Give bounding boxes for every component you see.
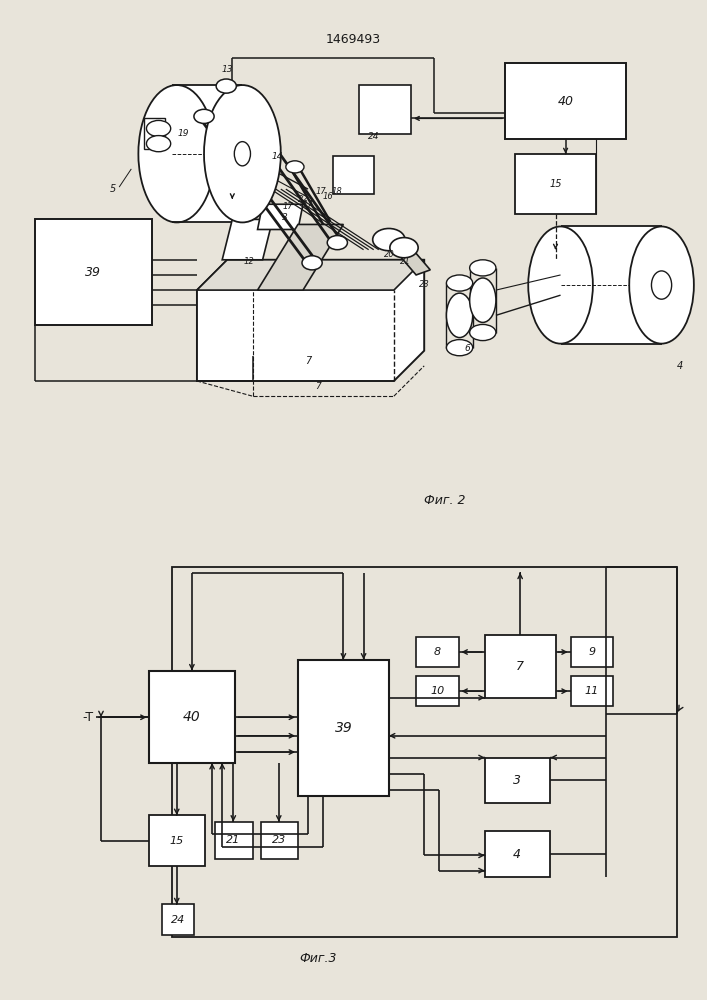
- Ellipse shape: [286, 161, 304, 173]
- Text: 17: 17: [303, 200, 314, 209]
- Bar: [149, 670, 235, 763]
- Bar: [358, 85, 411, 134]
- Polygon shape: [257, 224, 344, 290]
- Bar: [215, 822, 252, 859]
- Ellipse shape: [302, 256, 322, 270]
- Bar: [172, 567, 677, 937]
- Text: -T: -T: [83, 711, 94, 724]
- Text: 14: 14: [271, 152, 283, 161]
- Text: 5: 5: [110, 184, 116, 194]
- Text: 39: 39: [85, 266, 101, 279]
- Text: 22: 22: [298, 195, 308, 204]
- Text: 24: 24: [368, 132, 380, 141]
- Bar: [162, 904, 194, 935]
- Bar: [333, 156, 374, 194]
- Polygon shape: [197, 260, 424, 290]
- Bar: [261, 822, 298, 859]
- Ellipse shape: [139, 85, 215, 222]
- Polygon shape: [257, 204, 303, 230]
- Text: 4: 4: [677, 361, 683, 371]
- Bar: [561, 226, 662, 344]
- Ellipse shape: [327, 236, 347, 250]
- Bar: [571, 637, 613, 667]
- Ellipse shape: [204, 85, 281, 222]
- Text: 40: 40: [558, 95, 573, 108]
- Text: 17: 17: [316, 187, 327, 196]
- Text: 3: 3: [513, 774, 521, 787]
- Text: 17: 17: [283, 202, 293, 211]
- Bar: [485, 831, 551, 877]
- Ellipse shape: [446, 293, 473, 338]
- Text: 7: 7: [305, 356, 311, 366]
- Ellipse shape: [146, 120, 170, 137]
- Text: Фиг.3: Фиг.3: [299, 952, 337, 965]
- Polygon shape: [222, 219, 273, 260]
- Text: 20: 20: [383, 250, 395, 259]
- Bar: [571, 676, 613, 706]
- Text: 1469493: 1469493: [326, 33, 381, 46]
- Ellipse shape: [146, 136, 170, 152]
- Text: 7: 7: [516, 660, 524, 673]
- Ellipse shape: [234, 142, 250, 166]
- Text: 15: 15: [170, 836, 184, 846]
- Text: 19: 19: [177, 129, 189, 138]
- Bar: [416, 637, 459, 667]
- Text: 21: 21: [399, 257, 410, 266]
- Ellipse shape: [194, 109, 214, 123]
- Text: 11: 11: [585, 686, 599, 696]
- Ellipse shape: [390, 238, 418, 258]
- Ellipse shape: [528, 226, 593, 344]
- Ellipse shape: [216, 79, 236, 93]
- Text: 12: 12: [244, 257, 255, 266]
- Bar: [149, 815, 205, 866]
- Polygon shape: [197, 260, 424, 381]
- Text: 21: 21: [226, 835, 240, 845]
- Ellipse shape: [651, 271, 672, 299]
- Text: 18: 18: [332, 187, 343, 196]
- Bar: [35, 219, 151, 325]
- Bar: [298, 660, 389, 796]
- Text: 23: 23: [419, 280, 430, 289]
- Polygon shape: [386, 235, 431, 275]
- Bar: [485, 758, 551, 803]
- Ellipse shape: [469, 278, 496, 322]
- Bar: [416, 676, 459, 706]
- Ellipse shape: [469, 260, 496, 276]
- Text: 40: 40: [183, 710, 201, 724]
- Ellipse shape: [446, 275, 473, 291]
- Bar: [172, 85, 243, 222]
- Ellipse shape: [373, 228, 405, 251]
- Bar: [505, 63, 626, 139]
- Bar: [144, 118, 165, 149]
- Text: 24: 24: [170, 915, 185, 925]
- Text: 7: 7: [315, 382, 321, 391]
- Text: 10: 10: [430, 686, 445, 696]
- Text: 3: 3: [282, 213, 288, 222]
- Text: 9: 9: [588, 647, 595, 657]
- Text: 23: 23: [271, 835, 286, 845]
- Text: 8: 8: [434, 647, 441, 657]
- Text: 39: 39: [334, 721, 352, 735]
- Ellipse shape: [469, 324, 496, 341]
- Text: Фиг. 2: Фиг. 2: [423, 494, 465, 507]
- Text: 4: 4: [513, 848, 521, 861]
- Bar: [485, 635, 556, 698]
- Text: 13: 13: [221, 65, 233, 74]
- Text: 16: 16: [322, 192, 333, 201]
- Bar: [515, 154, 596, 214]
- Text: 6: 6: [464, 344, 470, 353]
- Text: 15: 15: [549, 179, 562, 189]
- Ellipse shape: [446, 340, 473, 356]
- Ellipse shape: [629, 226, 694, 344]
